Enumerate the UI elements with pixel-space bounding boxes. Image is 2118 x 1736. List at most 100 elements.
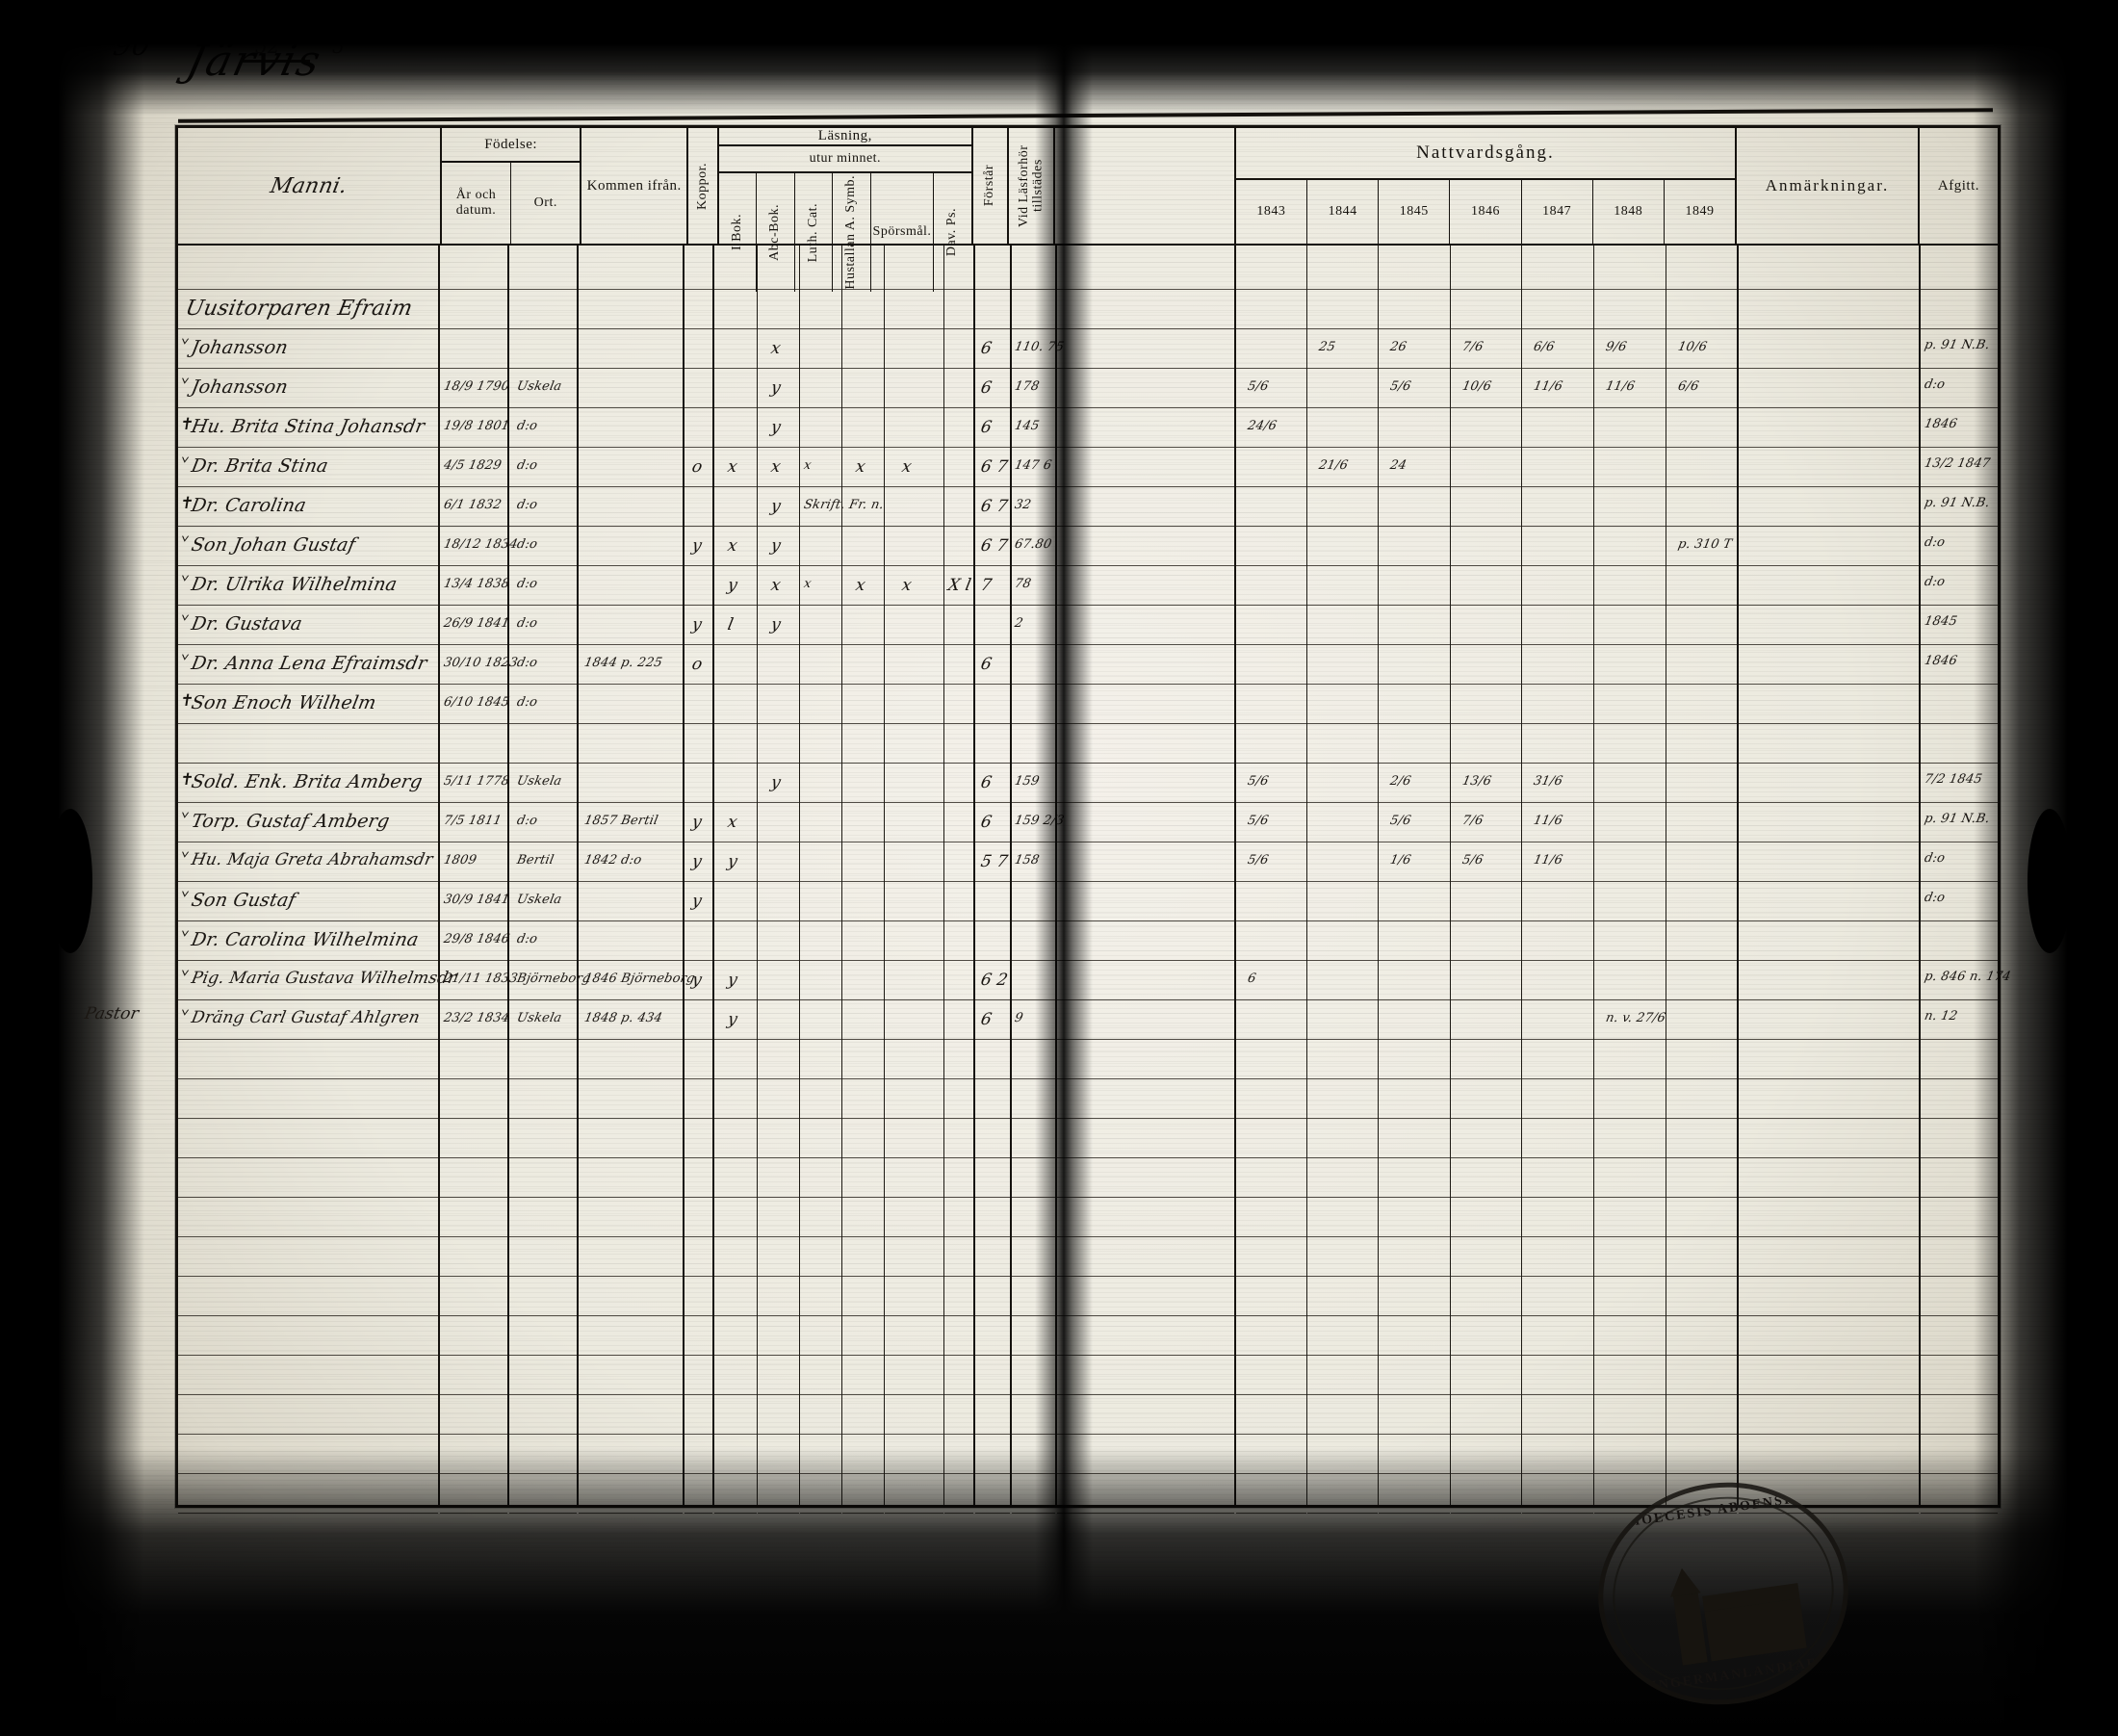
row-divider bbox=[1522, 368, 1593, 369]
reading-a-symb: x bbox=[853, 457, 867, 477]
row-divider bbox=[1666, 1078, 1738, 1079]
row-divider bbox=[975, 644, 1010, 645]
row-divider bbox=[1236, 526, 1306, 527]
row-divider bbox=[1739, 999, 1919, 1000]
row-divider bbox=[509, 684, 578, 685]
row-divider bbox=[1056, 802, 1235, 803]
row-divider bbox=[757, 1078, 799, 1079]
row-divider bbox=[1594, 1355, 1666, 1356]
row-divider bbox=[1666, 1236, 1738, 1237]
row-divider bbox=[975, 1039, 1010, 1040]
margin-check-mark: ᘁ bbox=[178, 1007, 191, 1026]
row-divider bbox=[1739, 1118, 1919, 1119]
row-divider bbox=[1739, 1394, 1919, 1395]
smallpox-mark: y bbox=[690, 892, 704, 911]
row-divider bbox=[439, 1473, 508, 1474]
row-divider bbox=[885, 1394, 943, 1395]
row-divider bbox=[1011, 1197, 1055, 1198]
row-divider bbox=[1379, 763, 1450, 764]
attendance-value: 178 bbox=[1013, 379, 1041, 394]
row-divider bbox=[799, 565, 841, 566]
row-divider bbox=[579, 605, 683, 606]
row-divider bbox=[1450, 763, 1522, 764]
row-divider bbox=[1450, 605, 1522, 606]
row-divider bbox=[1739, 486, 1919, 487]
row-divider bbox=[1306, 684, 1379, 685]
row-divider bbox=[1011, 1473, 1055, 1474]
row-divider bbox=[579, 763, 683, 764]
row-divider bbox=[439, 960, 508, 961]
row-divider bbox=[1450, 684, 1522, 685]
communion-mark: 11/6 bbox=[1604, 379, 1637, 394]
row-divider bbox=[439, 1039, 508, 1040]
row-divider bbox=[799, 1118, 841, 1119]
row-divider bbox=[509, 1197, 578, 1198]
row-divider bbox=[1739, 1276, 1919, 1277]
row-divider bbox=[1666, 526, 1738, 527]
row-divider bbox=[439, 1197, 508, 1198]
member-name: Dr. Brita Stina bbox=[189, 455, 330, 477]
header-birth: Födelse: År och datum. Ort. bbox=[441, 128, 582, 244]
row-divider bbox=[1056, 1513, 1235, 1514]
margin-check-mark: ᘁ bbox=[178, 454, 191, 474]
row-divider bbox=[1739, 684, 1919, 685]
row-divider bbox=[1306, 999, 1379, 1000]
row-divider bbox=[439, 1078, 508, 1079]
birth-place: Uskela bbox=[515, 379, 564, 394]
reading-sporsmal: x bbox=[900, 457, 914, 477]
margin-check-mark: ᘁ bbox=[178, 810, 191, 829]
row-divider bbox=[439, 1394, 508, 1395]
row-divider bbox=[579, 447, 683, 448]
row-divider bbox=[1920, 368, 1998, 369]
reading-abc-bok: y bbox=[768, 615, 783, 635]
row-divider bbox=[885, 1315, 943, 1316]
row-divider bbox=[943, 1078, 974, 1079]
row-divider bbox=[178, 960, 438, 961]
row-divider bbox=[943, 684, 974, 685]
row-divider bbox=[1522, 289, 1593, 290]
row-divider bbox=[579, 407, 683, 408]
row-divider bbox=[1666, 802, 1738, 803]
row-divider bbox=[1056, 368, 1235, 369]
row-divider bbox=[943, 1039, 974, 1040]
communion-mark: 21/6 bbox=[1317, 458, 1350, 473]
row-divider bbox=[1056, 1315, 1235, 1316]
birth-date: 6/10 1845 bbox=[442, 695, 511, 710]
row-divider bbox=[943, 526, 974, 527]
birth-place: d:o bbox=[515, 537, 539, 552]
row-divider bbox=[885, 920, 943, 921]
reading-abc-bok: x bbox=[768, 576, 783, 595]
row-divider bbox=[714, 565, 757, 566]
row-divider bbox=[1450, 1513, 1522, 1514]
row-divider bbox=[975, 723, 1010, 724]
row-divider bbox=[684, 1039, 713, 1040]
row-divider bbox=[1011, 723, 1055, 724]
row-divider bbox=[1522, 1315, 1593, 1316]
row-divider bbox=[1236, 1394, 1306, 1395]
row-divider bbox=[714, 447, 757, 448]
row-divider bbox=[439, 486, 508, 487]
row-divider bbox=[975, 407, 1010, 408]
row-divider bbox=[684, 1197, 713, 1198]
row-divider bbox=[1236, 1078, 1306, 1079]
row-divider bbox=[1379, 289, 1450, 290]
row-divider bbox=[1522, 723, 1593, 724]
header-birth-place: Ort. bbox=[533, 195, 557, 210]
row-divider bbox=[1450, 526, 1522, 527]
row-divider bbox=[1666, 1039, 1738, 1040]
row-divider bbox=[757, 1434, 799, 1435]
row-divider bbox=[1056, 1473, 1235, 1474]
communion-mark: 7/6 bbox=[1460, 814, 1485, 828]
row-divider bbox=[1011, 605, 1055, 606]
attendance-value: 67.80 bbox=[1013, 537, 1053, 552]
row-divider bbox=[579, 1513, 683, 1514]
row-divider bbox=[1056, 960, 1235, 961]
row-divider bbox=[684, 1473, 713, 1474]
margin-check-mark: ᘁ bbox=[178, 612, 191, 632]
row-divider bbox=[757, 1473, 799, 1474]
row-divider bbox=[1920, 802, 1998, 803]
row-divider bbox=[1739, 368, 1919, 369]
row-divider bbox=[1594, 684, 1666, 685]
row-divider bbox=[579, 1276, 683, 1277]
